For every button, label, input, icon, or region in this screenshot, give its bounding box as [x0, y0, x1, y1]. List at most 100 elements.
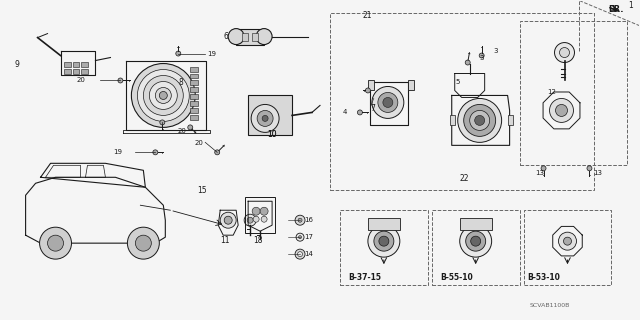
Circle shape: [260, 207, 268, 215]
Circle shape: [465, 60, 470, 65]
Bar: [190, 108, 198, 113]
Bar: [190, 74, 198, 78]
Text: 20: 20: [195, 140, 204, 146]
Polygon shape: [86, 165, 106, 177]
Circle shape: [357, 110, 362, 115]
Circle shape: [256, 28, 272, 44]
Circle shape: [466, 231, 486, 251]
Circle shape: [176, 51, 180, 56]
Text: SCVAB1100B: SCVAB1100B: [529, 302, 570, 308]
Text: 19: 19: [113, 149, 122, 155]
Circle shape: [563, 237, 572, 245]
Circle shape: [475, 116, 484, 125]
Circle shape: [295, 215, 305, 225]
Polygon shape: [543, 92, 580, 129]
Text: B-53-10: B-53-10: [527, 273, 561, 282]
Circle shape: [559, 48, 570, 58]
Bar: [340, 210, 428, 285]
Text: FR.: FR.: [609, 5, 624, 14]
Polygon shape: [455, 74, 484, 98]
Bar: [236, 28, 264, 44]
Polygon shape: [248, 201, 272, 231]
Text: 3: 3: [479, 54, 484, 60]
Circle shape: [368, 225, 400, 257]
Polygon shape: [26, 177, 165, 243]
Circle shape: [159, 92, 167, 100]
Circle shape: [383, 98, 393, 108]
Circle shape: [460, 225, 492, 257]
Bar: [408, 81, 414, 91]
Polygon shape: [45, 165, 81, 177]
Circle shape: [298, 236, 301, 239]
Circle shape: [188, 125, 193, 130]
Circle shape: [149, 82, 177, 109]
Text: 17: 17: [304, 234, 313, 240]
Text: 13: 13: [593, 170, 602, 176]
Text: 1: 1: [628, 1, 633, 10]
Bar: [72, 61, 79, 67]
Circle shape: [252, 207, 260, 215]
Circle shape: [372, 86, 404, 118]
Bar: [368, 81, 374, 91]
Bar: [190, 116, 198, 120]
Circle shape: [251, 104, 279, 132]
Circle shape: [160, 120, 165, 125]
Text: 9: 9: [15, 60, 19, 69]
Bar: [524, 210, 611, 285]
Polygon shape: [126, 60, 206, 130]
Text: 22: 22: [460, 174, 469, 183]
Text: 15: 15: [198, 186, 207, 195]
Circle shape: [131, 64, 195, 127]
Circle shape: [379, 236, 389, 246]
Polygon shape: [40, 163, 145, 187]
Bar: [450, 116, 455, 125]
Circle shape: [127, 227, 159, 259]
Circle shape: [587, 166, 592, 171]
Bar: [242, 33, 248, 41]
Circle shape: [262, 116, 268, 121]
Circle shape: [365, 88, 371, 93]
Circle shape: [464, 104, 495, 136]
Circle shape: [118, 78, 123, 83]
Circle shape: [214, 150, 220, 155]
Circle shape: [47, 235, 63, 251]
Bar: [190, 67, 198, 71]
Text: 21: 21: [363, 11, 372, 20]
Circle shape: [559, 232, 577, 250]
Text: 8: 8: [179, 78, 183, 87]
Circle shape: [224, 216, 232, 224]
Circle shape: [253, 216, 259, 222]
Bar: [190, 94, 198, 100]
Circle shape: [298, 218, 302, 222]
Circle shape: [479, 53, 484, 58]
Bar: [245, 197, 275, 233]
Bar: [190, 101, 198, 107]
Bar: [252, 33, 258, 41]
Text: 11: 11: [220, 236, 230, 245]
Text: 6: 6: [223, 32, 228, 41]
Text: 18: 18: [253, 236, 262, 245]
Polygon shape: [452, 95, 509, 145]
Circle shape: [298, 252, 303, 257]
Circle shape: [220, 212, 236, 228]
Circle shape: [138, 69, 189, 121]
Circle shape: [244, 214, 256, 226]
Text: 20: 20: [77, 77, 86, 84]
Bar: [190, 81, 198, 85]
Polygon shape: [61, 51, 95, 76]
Circle shape: [143, 76, 183, 116]
Bar: [520, 20, 627, 165]
Polygon shape: [553, 227, 582, 256]
Circle shape: [296, 233, 304, 241]
Text: 3: 3: [493, 48, 498, 53]
Bar: [508, 116, 513, 125]
Bar: [368, 218, 400, 230]
Circle shape: [374, 231, 394, 251]
Circle shape: [257, 110, 273, 126]
Text: 20: 20: [177, 128, 186, 134]
Circle shape: [556, 104, 568, 116]
Text: B-37-15: B-37-15: [348, 273, 381, 282]
Bar: [63, 68, 70, 74]
Circle shape: [458, 99, 502, 142]
Circle shape: [261, 216, 267, 222]
